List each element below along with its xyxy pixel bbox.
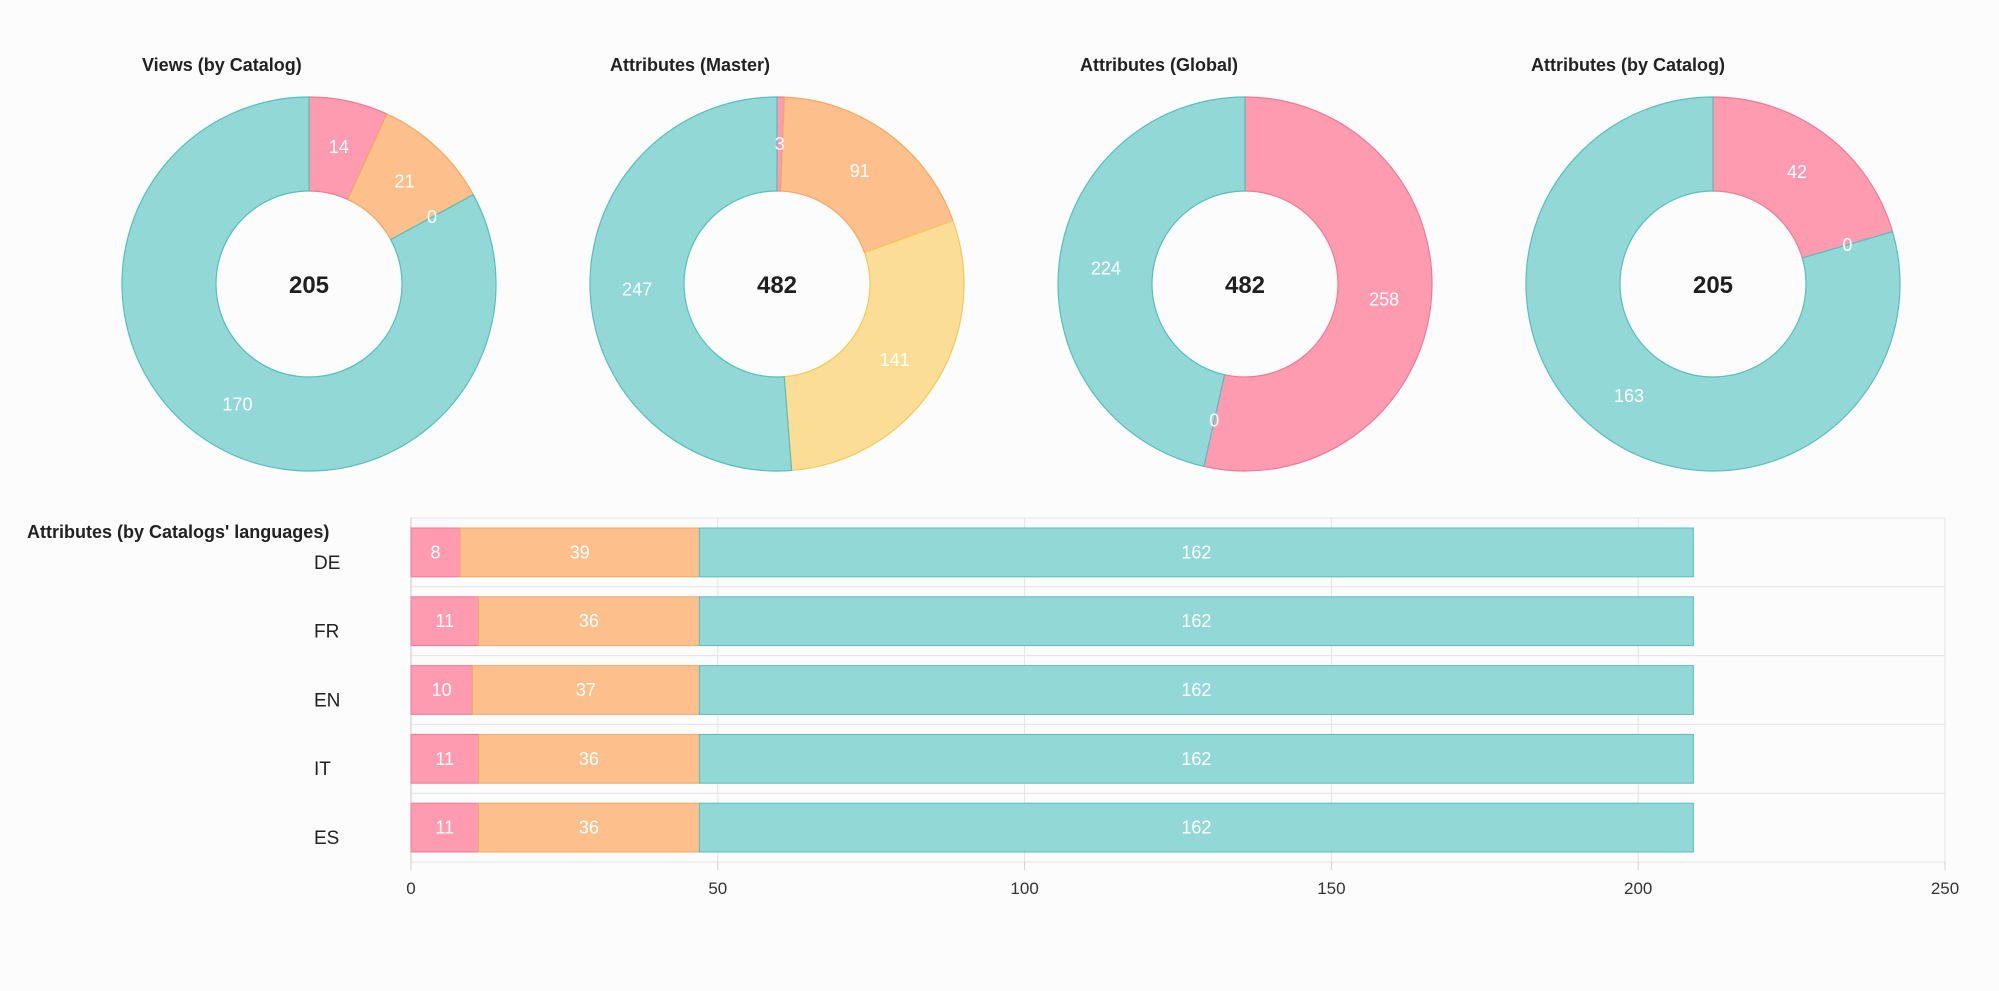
bar-FR-value-label-1: 36 — [579, 611, 599, 631]
pie-2-value-label-0: 258 — [1369, 289, 1399, 309]
bar-ES-segment-2 — [698, 802, 1694, 853]
bar-category-label-DE: DE — [314, 553, 340, 574]
bar-FR-segment-1 — [477, 596, 700, 647]
bar-x-tick-label-5: 250 — [1931, 879, 1959, 898]
pie-0-total: 205 — [289, 272, 329, 299]
pie-2-slice-0 — [1203, 96, 1433, 472]
bar-ES-segment-1 — [477, 802, 700, 853]
bar-IT-value-label-1: 36 — [579, 749, 599, 769]
bar-category-label-IT: IT — [314, 759, 331, 780]
pie-title-attributes-global: Attributes (Global) — [1080, 55, 1238, 75]
pie-3-value-label-1: 0 — [1842, 235, 1852, 255]
pie-0-value-label-1: 21 — [395, 172, 415, 192]
bar-FR-segment-0 — [410, 596, 479, 647]
pie-3-value-label-2: 163 — [1614, 386, 1644, 406]
bar-IT-segment-0 — [410, 733, 479, 784]
bar-EN-segment-0 — [410, 665, 473, 715]
pie-0-value-label-0: 14 — [329, 137, 349, 157]
bar-FR-value-label-2: 162 — [1181, 611, 1211, 631]
bar-x-tick-label-0: 0 — [406, 879, 415, 898]
bar-category-label-FR: FR — [314, 622, 339, 643]
pie-0-value-label-3: 170 — [222, 394, 252, 414]
bar-DE-value-label-2: 162 — [1181, 542, 1211, 562]
bar-FR-segment-2 — [698, 596, 1694, 647]
pie-1-total: 482 — [757, 272, 797, 299]
bar-EN-value-label-1: 37 — [576, 680, 596, 700]
bar-IT-segment-1 — [477, 733, 700, 784]
bar-x-tick-label-3: 150 — [1317, 879, 1345, 898]
pie-0-value-label-2: 0 — [427, 207, 437, 227]
pie-1-value-label-1: 91 — [850, 161, 870, 181]
pie-0-slice-3 — [121, 96, 497, 472]
pie-3-value-label-0: 42 — [1787, 162, 1807, 182]
bar-DE-value-label-1: 39 — [570, 542, 590, 562]
bar-EN-value-label-2: 162 — [1181, 680, 1211, 700]
pie-1-slice-2 — [783, 219, 965, 472]
pie-1-value-label-3: 247 — [622, 279, 652, 299]
pie-1-slice-3 — [589, 96, 793, 472]
pie-3-slice-0 — [1712, 96, 1894, 259]
bar-x-tick-label-4: 200 — [1624, 879, 1652, 898]
pie-2-value-label-2: 224 — [1091, 259, 1121, 279]
pie-2-slice-2 — [1057, 96, 1246, 468]
bar-IT-value-label-0: 11 — [435, 749, 454, 769]
bar-category-label-EN: EN — [314, 690, 340, 711]
bar-title-catalog-languages: Attributes (by Catalogs' languages) — [27, 522, 330, 542]
bar-IT-segment-2 — [698, 733, 1694, 784]
bar-category-label-ES: ES — [314, 828, 339, 849]
bar-IT-value-label-2: 162 — [1181, 749, 1211, 769]
pie-3-slice-2 — [1525, 96, 1901, 472]
pie-2-total: 482 — [1225, 272, 1265, 299]
bar-DE-segment-1 — [459, 527, 700, 578]
pie-1-value-label-2: 141 — [880, 350, 910, 370]
pie-1-value-label-0: 3 — [775, 134, 785, 154]
bar-FR-value-label-0: 11 — [435, 611, 454, 631]
bar-DE-segment-2 — [698, 527, 1694, 578]
bar-ES-value-label-2: 162 — [1181, 818, 1211, 838]
bar-EN-segment-2 — [698, 665, 1694, 715]
pie-1-slice-1 — [780, 96, 954, 254]
bar-x-tick-label-2: 100 — [1010, 879, 1038, 898]
bar-EN-segment-1 — [471, 665, 700, 715]
pie-3-total: 205 — [1693, 272, 1733, 299]
pie-title-attributes-by-catalog: Attributes (by Catalog) — [1531, 55, 1726, 75]
bar-ES-value-label-1: 36 — [579, 818, 599, 838]
bar-x-tick-label-1: 50 — [708, 879, 727, 898]
pie-title-views-by-catalog: Views (by Catalog) — [142, 55, 302, 75]
bar-EN-value-label-0: 10 — [432, 680, 452, 700]
pie-2-value-label-1: 0 — [1209, 411, 1219, 431]
bar-DE-segment-0 — [410, 527, 461, 578]
pie-title-attributes-master: Attributes (Master) — [610, 55, 771, 75]
bar-ES-value-label-0: 11 — [435, 818, 454, 838]
bar-DE-value-label-0: 8 — [431, 542, 441, 562]
